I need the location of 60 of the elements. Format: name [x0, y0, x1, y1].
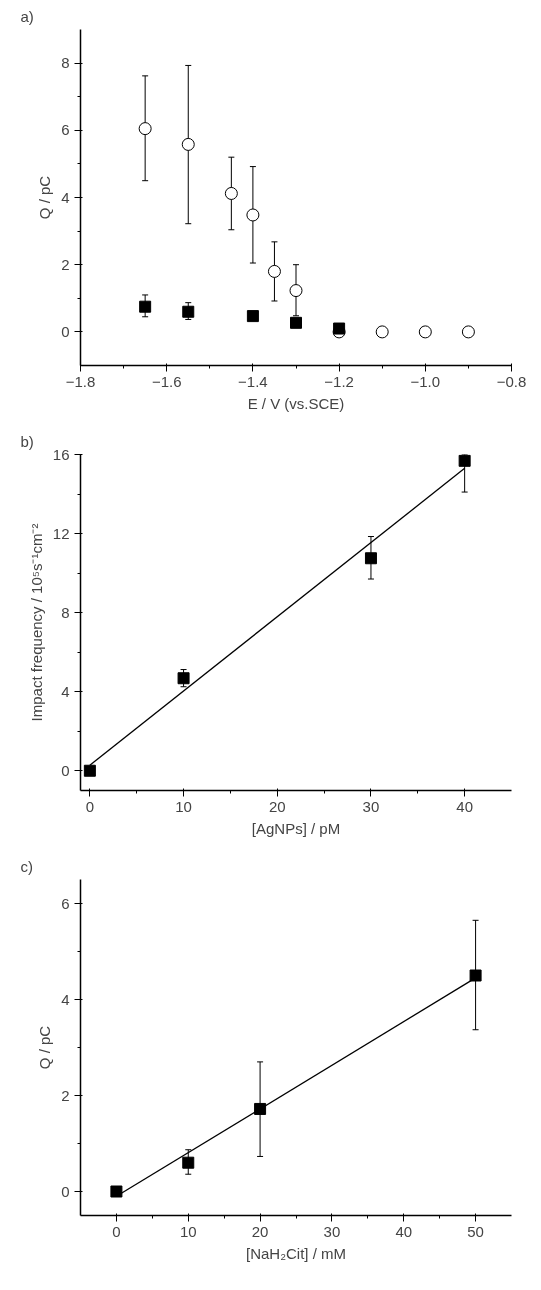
- point: [246, 208, 260, 222]
- point: [461, 325, 475, 339]
- x-tick-label: 10: [179, 1222, 197, 1240]
- point: [469, 969, 482, 982]
- y-tick-label: 2: [61, 1086, 70, 1104]
- x-tick-label: 0: [112, 1222, 121, 1240]
- y-tick-label: 4: [61, 682, 70, 700]
- y-tick-label: 0: [61, 322, 70, 340]
- y-tick-label: 4: [61, 990, 70, 1008]
- x-tick-label: −1.0: [410, 372, 441, 390]
- y-axis-title: Q / pC: [36, 175, 54, 220]
- point: [139, 300, 152, 313]
- point: [224, 186, 238, 200]
- point: [289, 284, 303, 298]
- x-tick-label: 10: [175, 797, 192, 815]
- x-tick-label: −1.6: [151, 372, 182, 390]
- point: [333, 322, 346, 335]
- chart-title: b): [20, 432, 34, 450]
- point: [181, 137, 195, 151]
- x-tick-label: −1.2: [324, 372, 354, 390]
- point: [267, 264, 281, 278]
- point: [182, 1156, 195, 1169]
- point: [110, 1185, 123, 1198]
- point: [458, 454, 471, 467]
- point: [83, 764, 96, 777]
- chart-title: a): [20, 7, 34, 25]
- x-tick-label: −0.8: [496, 372, 527, 390]
- y-tick-label: 16: [52, 445, 70, 463]
- x-tick-label: −1.4: [238, 372, 268, 390]
- chart-title: c): [20, 857, 33, 875]
- x-tick-label: 40: [456, 797, 473, 815]
- y-tick-label: 6: [61, 894, 70, 912]
- x-tick-label: −1.8: [65, 372, 96, 390]
- x-tick-label: 40: [395, 1222, 413, 1240]
- point: [364, 552, 377, 565]
- point: [246, 310, 259, 323]
- y-tick-label: 6: [61, 121, 70, 139]
- y-tick-label: 4: [61, 188, 70, 206]
- point: [418, 325, 432, 339]
- y-tick-label: 8: [61, 603, 70, 621]
- x-tick-label: 50: [467, 1222, 484, 1240]
- y-tick-label: 2: [61, 255, 70, 273]
- x-tick-label: 20: [251, 1222, 269, 1240]
- point: [375, 325, 389, 339]
- y-tick-label: 0: [61, 1182, 70, 1200]
- x-tick-label: 0: [85, 797, 95, 815]
- y-tick-label: 0: [61, 761, 70, 779]
- y-axis-title: Q / pC: [36, 1025, 54, 1070]
- x-tick-label: 20: [268, 797, 286, 815]
- x-axis-title: [NaH₂Cit] / mM: [246, 1244, 346, 1262]
- x-axis-title: [AgNPs] / pM: [251, 819, 341, 837]
- x-tick-label: 30: [362, 797, 380, 815]
- point: [138, 122, 152, 136]
- y-tick-label: 12: [52, 524, 70, 542]
- y-tick-label: 8: [61, 54, 70, 72]
- y-axis-title: Impact frequency / 10⁵s⁻¹cm⁻²: [27, 523, 45, 722]
- x-axis-title: E / V (vs.SCE): [247, 394, 345, 412]
- point: [290, 316, 302, 329]
- point: [254, 1102, 267, 1115]
- x-tick-label: 30: [323, 1222, 341, 1240]
